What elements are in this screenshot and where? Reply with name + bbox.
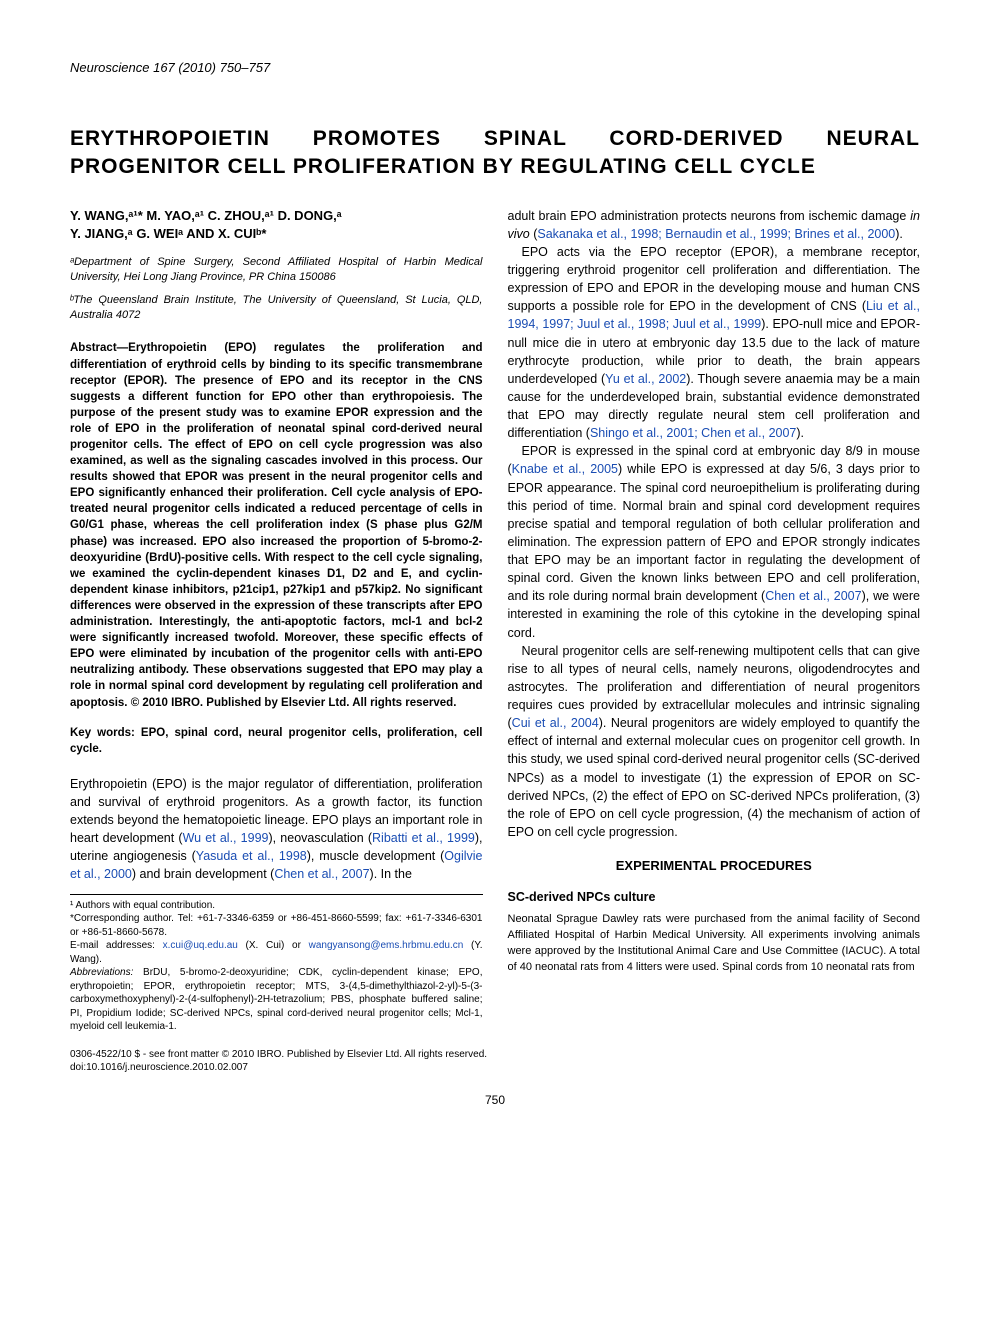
doi-text: doi:10.1016/j.neuroscience.2010.02.007 xyxy=(70,1062,248,1073)
email-link[interactable]: wangyansong@ems.hrbmu.edu.cn xyxy=(309,940,464,951)
text: ), muscle development ( xyxy=(307,849,445,863)
section-heading-experimental: EXPERIMENTAL PROCEDURES xyxy=(508,857,921,876)
affiliation-a: ᵃDepartment of Spine Surgery, Second Aff… xyxy=(70,255,483,285)
abstract: Abstract—Erythropoietin (EPO) regulates … xyxy=(70,340,483,710)
abbrev-label: Abbreviations: xyxy=(70,967,133,978)
two-column-layout: Y. WANG,ᵃ¹* M. YAO,ᵃ¹ C. ZHOU,ᵃ¹ D. DONG… xyxy=(70,207,920,1034)
citation-link[interactable]: Chen et al., 2007 xyxy=(274,867,369,881)
text: EPO acts via the EPO receptor (EPOR), a … xyxy=(508,245,921,313)
copyright-line: 0306-4522/10 $ - see front matter © 2010… xyxy=(70,1048,920,1075)
text: ), neovasculation ( xyxy=(269,831,373,845)
text: adult brain EPO administration protects … xyxy=(508,209,911,223)
citation-link[interactable]: Cui et al., 2004 xyxy=(512,716,599,730)
citation-link[interactable]: Yu et al., 2002 xyxy=(605,372,686,386)
citation-link[interactable]: Sakanaka et al., 1998; Bernaudin et al.,… xyxy=(537,227,895,241)
citation-link[interactable]: Wu et al., 1999 xyxy=(183,831,269,845)
authors-line-1: Y. WANG,ᵃ¹* M. YAO,ᵃ¹ C. ZHOU,ᵃ¹ D. DONG… xyxy=(70,208,342,223)
footnotes: ¹ Authors with equal contribution. *Corr… xyxy=(70,894,483,1034)
text: ). In the xyxy=(370,867,412,881)
article-title: ERYTHROPOIETIN PROMOTES SPINAL CORD-DERI… xyxy=(70,125,920,182)
right-column: adult brain EPO administration protects … xyxy=(508,207,921,1034)
body-paragraph: adult brain EPO administration protects … xyxy=(508,207,921,243)
footnote-equal-contrib: ¹ Authors with equal contribution. xyxy=(70,899,483,913)
citation-link[interactable]: Chen et al., 2007 xyxy=(765,589,861,603)
footnote-emails: E-mail addresses: x.cui@uq.edu.au (X. Cu… xyxy=(70,939,483,966)
page-number: 750 xyxy=(70,1093,920,1107)
keywords: Key words: EPO, spinal cord, neural prog… xyxy=(70,725,483,757)
email-link[interactable]: x.cui@uq.edu.au xyxy=(163,940,238,951)
journal-header: Neuroscience 167 (2010) 750–757 xyxy=(70,60,920,75)
citation-link[interactable]: Ribatti et al., 1999 xyxy=(372,831,475,845)
footnote-abbreviations: Abbreviations: BrDU, 5-bromo-2-deoxyurid… xyxy=(70,966,483,1034)
text: ). xyxy=(895,227,903,241)
methods-paragraph: Neonatal Sprague Dawley rats were purcha… xyxy=(508,912,921,976)
text: ) and brain development ( xyxy=(132,867,274,881)
citation-link[interactable]: Yasuda et al., 1998 xyxy=(196,849,307,863)
body-paragraph: EPO acts via the EPO receptor (EPOR), a … xyxy=(508,243,921,442)
citation-link[interactable]: Knabe et al., 2005 xyxy=(512,462,618,476)
body-paragraph: Neural progenitor cells are self-renewin… xyxy=(508,642,921,841)
body-paragraph: EPOR is expressed in the spinal cord at … xyxy=(508,442,921,641)
text: (X. Cui) or xyxy=(238,940,309,951)
left-column: Y. WANG,ᵃ¹* M. YAO,ᵃ¹ C. ZHOU,ᵃ¹ D. DONG… xyxy=(70,207,483,1034)
subsection-heading-culture: SC-derived NPCs culture xyxy=(508,888,921,906)
text: E-mail addresses: xyxy=(70,940,163,951)
authors-line-2: Y. JIANG,ᵃ G. WEIᵃ AND X. CUIᵇ* xyxy=(70,226,266,241)
affiliation-b: ᵇThe Queensland Brain Institute, The Uni… xyxy=(70,293,483,323)
text: ) while EPO is expressed at day 5/6, 3 d… xyxy=(508,462,921,603)
citation-link[interactable]: Shingo et al., 2001; Chen et al., 2007 xyxy=(590,426,796,440)
text: ). xyxy=(796,426,804,440)
footnote-corresponding: *Corresponding author. Tel: +61-7-3346-6… xyxy=(70,912,483,939)
text: ). Neural progenitors are widely employe… xyxy=(508,716,921,839)
copyright-text: 0306-4522/10 $ - see front matter © 2010… xyxy=(70,1049,487,1060)
authors: Y. WANG,ᵃ¹* M. YAO,ᵃ¹ C. ZHOU,ᵃ¹ D. DONG… xyxy=(70,207,483,243)
intro-paragraph-1: Erythropoietin (EPO) is the major regula… xyxy=(70,775,483,884)
